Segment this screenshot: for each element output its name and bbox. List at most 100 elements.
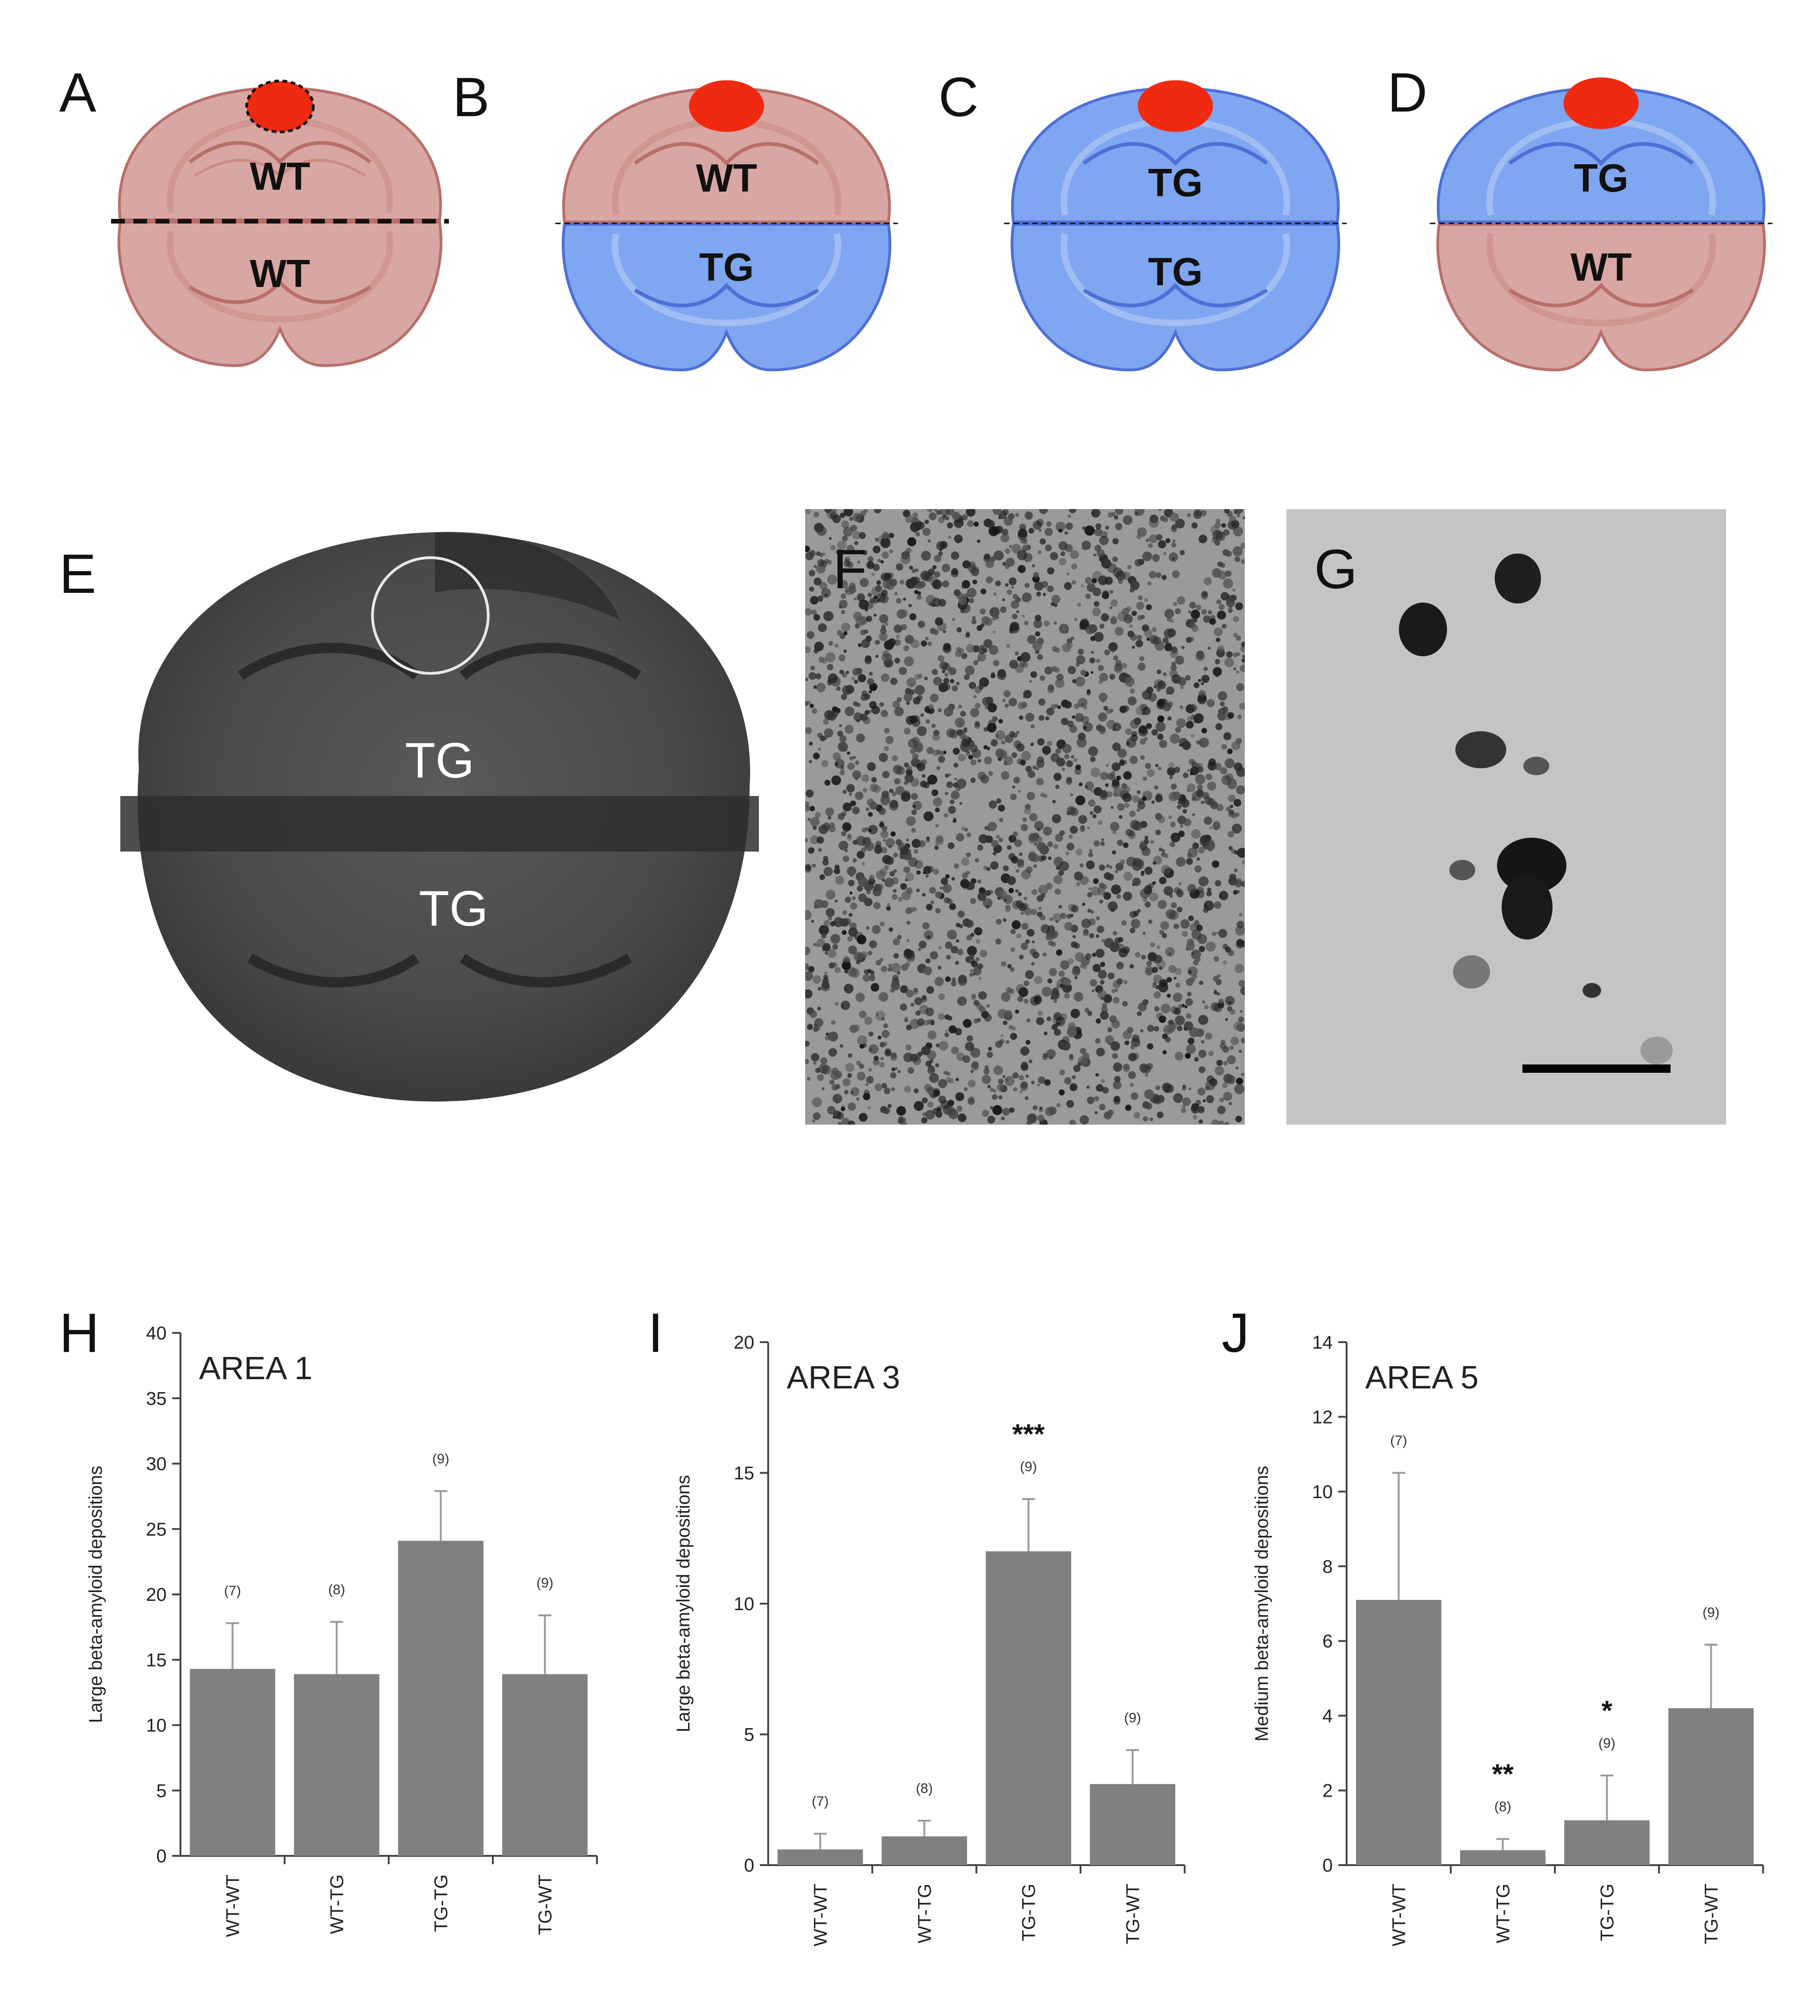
stained-cell bbox=[1012, 732, 1018, 738]
stained-cell bbox=[1239, 703, 1245, 710]
stained-cell bbox=[883, 1108, 890, 1114]
stained-cell bbox=[1201, 675, 1210, 683]
stained-cell bbox=[1004, 1076, 1015, 1086]
stained-cell bbox=[1234, 556, 1241, 562]
stained-cell bbox=[812, 1119, 815, 1123]
stained-cell bbox=[1066, 914, 1071, 919]
stained-cell bbox=[929, 887, 936, 894]
stained-cell bbox=[1141, 871, 1144, 874]
stained-cell bbox=[874, 846, 882, 854]
stained-cell bbox=[1189, 636, 1194, 642]
stained-cell bbox=[853, 712, 863, 722]
stained-cell bbox=[1148, 952, 1157, 962]
stained-cell bbox=[818, 623, 827, 632]
y-tick-label: 6 bbox=[1323, 1631, 1333, 1652]
stained-cell bbox=[944, 673, 949, 677]
n-label: (8) bbox=[1494, 1799, 1511, 1815]
stained-cell bbox=[1142, 999, 1149, 1006]
stained-cell bbox=[827, 574, 838, 585]
stained-cell bbox=[1094, 1096, 1099, 1101]
stained-cell bbox=[1148, 543, 1153, 548]
micrograph-e-coronal-section: TG TG bbox=[120, 532, 759, 1101]
stained-cell bbox=[1086, 691, 1091, 696]
stained-cell bbox=[891, 963, 901, 973]
stained-cell bbox=[1158, 540, 1166, 548]
stained-cell bbox=[888, 1104, 892, 1108]
stained-cell bbox=[1146, 604, 1152, 610]
stained-cell bbox=[870, 972, 875, 977]
stained-cell bbox=[1074, 618, 1078, 621]
stained-cell bbox=[839, 735, 847, 742]
stained-cell bbox=[1024, 980, 1030, 986]
stained-cell bbox=[1009, 988, 1015, 995]
genotype-label-bottom: TG bbox=[699, 246, 754, 290]
stained-cell bbox=[898, 896, 903, 902]
panel-letter-a: A bbox=[59, 62, 97, 124]
stained-cell bbox=[1165, 538, 1171, 543]
bar bbox=[1356, 1599, 1441, 1865]
stained-cell bbox=[950, 551, 959, 560]
y-axis-label: Medium beta-amyloid depositions bbox=[1252, 1466, 1272, 1742]
stained-cell bbox=[1053, 772, 1062, 781]
stained-cell bbox=[1101, 613, 1109, 622]
stained-cell bbox=[1128, 1053, 1137, 1062]
stained-cell bbox=[823, 975, 828, 980]
stained-cell bbox=[882, 551, 889, 559]
stained-cell bbox=[906, 939, 910, 943]
stained-cell bbox=[817, 595, 823, 602]
stained-cell bbox=[1003, 1020, 1008, 1026]
stained-cell bbox=[851, 677, 855, 681]
stained-cell bbox=[916, 870, 921, 875]
stained-cell bbox=[1170, 665, 1177, 671]
stained-cell bbox=[977, 658, 981, 662]
stained-cell bbox=[1142, 690, 1152, 700]
stained-cell bbox=[1145, 1102, 1152, 1110]
stained-cell bbox=[1052, 814, 1062, 823]
stained-cell bbox=[974, 927, 982, 936]
stained-cell bbox=[1183, 772, 1189, 778]
stained-cell bbox=[817, 1074, 824, 1081]
chart-title: AREA 5 bbox=[1365, 1359, 1478, 1395]
stained-cell bbox=[882, 1083, 887, 1089]
stained-cell bbox=[849, 756, 854, 761]
stained-cell bbox=[992, 1094, 998, 1100]
stained-cell bbox=[1236, 1077, 1243, 1085]
stained-cell bbox=[1199, 1119, 1203, 1124]
stained-cell bbox=[894, 707, 904, 716]
stained-cell bbox=[910, 1053, 919, 1062]
stained-cell bbox=[1003, 761, 1008, 766]
stained-cell bbox=[805, 865, 812, 873]
stained-cell bbox=[966, 887, 969, 890]
stained-cell bbox=[1109, 606, 1112, 610]
stained-cell bbox=[1178, 882, 1182, 886]
stained-cell bbox=[839, 770, 845, 776]
stained-cell bbox=[1225, 1018, 1228, 1021]
stained-cell bbox=[1075, 764, 1081, 770]
stained-cell bbox=[1083, 722, 1093, 732]
stained-cell bbox=[1087, 1011, 1093, 1016]
stained-cell bbox=[1105, 526, 1109, 530]
stained-cell bbox=[1138, 595, 1143, 600]
stained-cell bbox=[1110, 942, 1120, 952]
stained-cell bbox=[1056, 949, 1062, 956]
stained-cell bbox=[938, 1079, 947, 1089]
stained-cell bbox=[1036, 1017, 1044, 1026]
stained-cell bbox=[1132, 1034, 1140, 1043]
stained-cell bbox=[932, 579, 942, 590]
stained-cell bbox=[1230, 804, 1233, 808]
stained-cell bbox=[1002, 598, 1005, 601]
stained-cell bbox=[986, 1004, 990, 1008]
stained-cell bbox=[1168, 762, 1175, 769]
stained-cell bbox=[892, 974, 899, 981]
stained-cell bbox=[1029, 680, 1032, 683]
stained-cell bbox=[1219, 1043, 1226, 1050]
stained-cell bbox=[955, 1092, 964, 1101]
stained-cell bbox=[821, 981, 830, 989]
stained-cell bbox=[1236, 670, 1239, 674]
bottom-hemisphere: WT bbox=[1436, 223, 1766, 372]
stained-cell bbox=[821, 1065, 832, 1075]
stained-cell bbox=[1175, 608, 1181, 615]
stained-cell bbox=[1130, 1045, 1135, 1050]
stained-cell bbox=[938, 708, 942, 713]
stained-cell bbox=[1174, 766, 1180, 773]
